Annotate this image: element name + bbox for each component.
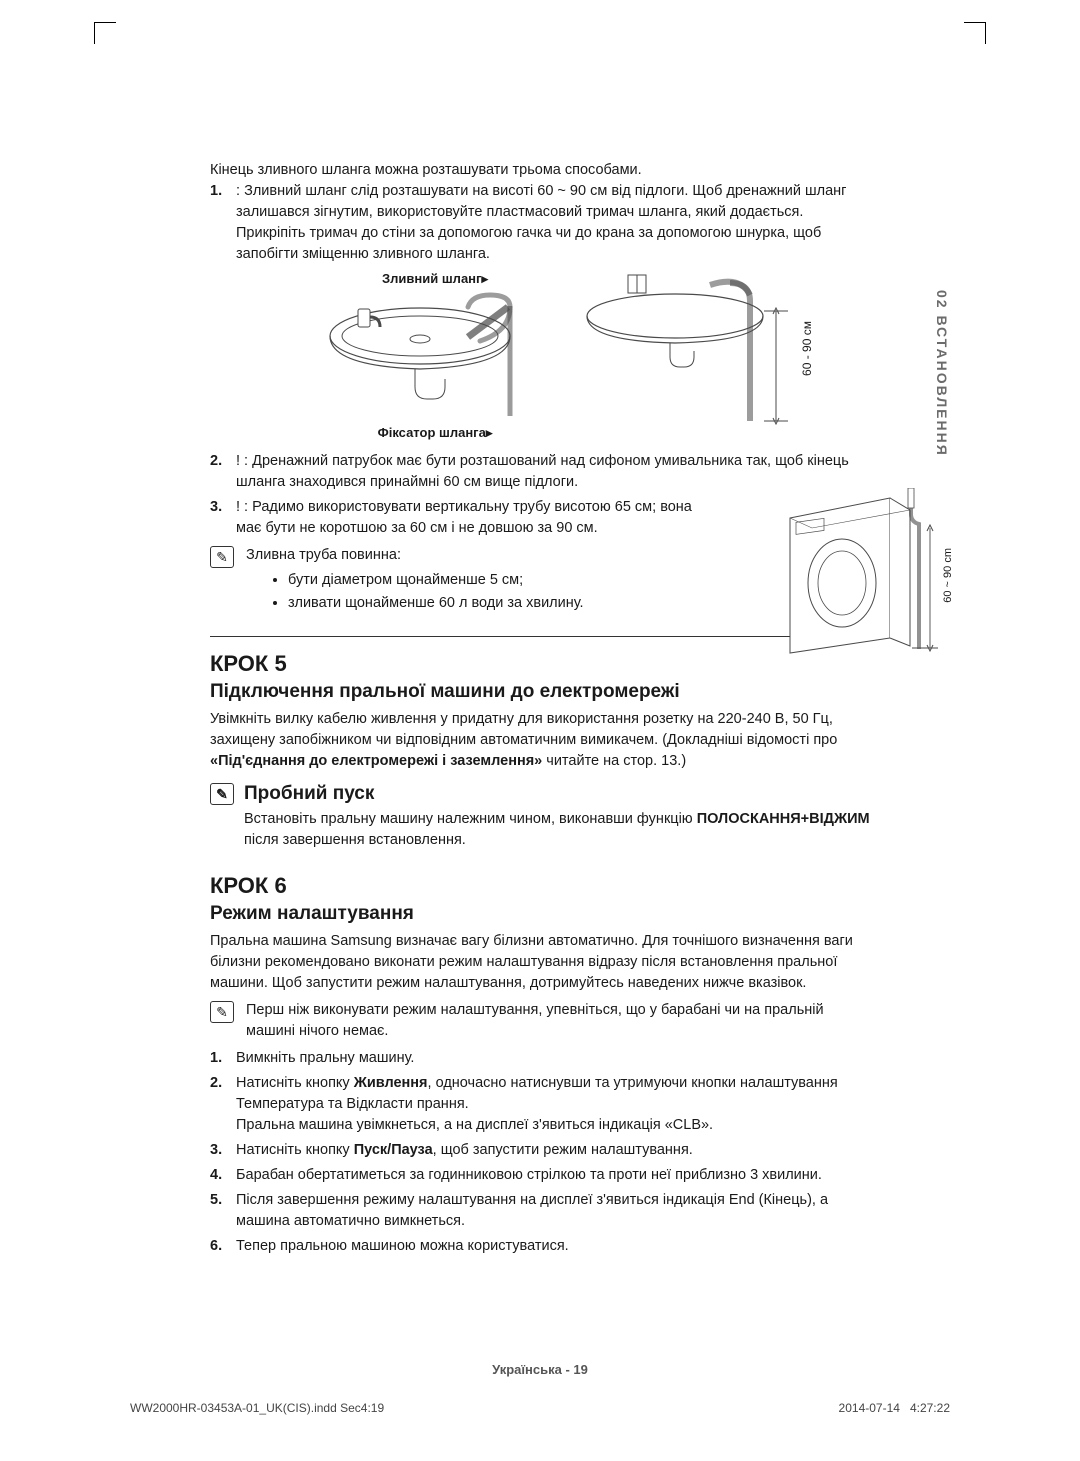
note-lead: Зливна труба повинна: <box>246 545 690 566</box>
text-run: Увімкніть вилку кабелю живлення у придат… <box>210 711 837 748</box>
intro-text: Кінець зливного шланга можна розташувати… <box>210 160 873 181</box>
text-run: Натисніть кнопку <box>236 1142 354 1158</box>
print-date: 2014-07-14 <box>839 1401 900 1415</box>
item-body: ! : Дренажний патрубок має бути розташов… <box>236 451 873 493</box>
figure-label-bottom: Фіксатор шланга <box>378 425 486 440</box>
item-text: Радимо використовувати вертикальну трубу… <box>236 499 692 536</box>
figure-sink-1: Зливний шланг▸ Фіксатор шланга▸ <box>320 271 550 441</box>
arrow-icon: ▸ <box>486 425 493 440</box>
list-item: 1. : Зливний шланг слід розташувати на в… <box>210 181 873 265</box>
item-number: 2. <box>210 451 236 493</box>
text-bold: «Під'єднання до електромережі і заземлен… <box>210 753 542 769</box>
text-bold: ПОЛОСКАННЯ+ВІДЖИМ <box>697 811 870 827</box>
step6-paragraph: Пральна машина Samsung визначає вагу біл… <box>210 931 873 994</box>
list-item: 3.Натисніть кнопку Пуск/Пауза, щоб запус… <box>210 1140 873 1161</box>
item-body: : Зливний шланг слід розташувати на висо… <box>236 181 873 265</box>
page-footer: Українська - 19 <box>0 1362 1080 1377</box>
item-number: 3. <box>210 497 236 539</box>
print-filename: WW2000HR-03453A-01_UK(CIS).indd Sec4:19 <box>130 1401 384 1415</box>
note-icon: ✎ <box>210 783 234 805</box>
item-body: Натисніть кнопку Живлення, одночасно нат… <box>236 1073 873 1136</box>
list-item: 2.Натисніть кнопку Живлення, одночасно н… <box>210 1073 873 1136</box>
crop-mark-tl <box>94 22 116 44</box>
section-tab: 02 ВСТАНОВЛЕННЯ <box>934 290 950 457</box>
item-number: 3. <box>210 1140 236 1161</box>
item-text: Дренажний патрубок має бути розташований… <box>236 453 849 490</box>
item-text: Після завершення режиму налаштування на … <box>236 1190 873 1232</box>
item-number: 1. <box>210 181 236 265</box>
step5-subtitle: Підключення пральної машини до електроме… <box>210 681 873 703</box>
note-text: Перш ніж виконувати режим налаштування, … <box>246 1000 873 1042</box>
text-run: Натисніть кнопку <box>236 1075 354 1091</box>
note-icon: ✎ <box>210 546 234 568</box>
dimension-label: 60 ~ 90 cm <box>942 548 954 603</box>
item-lead: ! : <box>236 499 252 515</box>
print-datetime: 2014-07-14 4:27:22 <box>839 1401 950 1415</box>
trial-run-paragraph: Встановіть пральну машину належним чином… <box>210 809 873 851</box>
text-run: читайте на стор. 13.) <box>542 753 686 769</box>
list-item: 1.Вимкніть пральну машину. <box>210 1048 873 1069</box>
heading-text: Пробний пуск <box>244 783 374 805</box>
note-icon: ✎ <box>210 1001 234 1023</box>
print-time: 4:27:22 <box>910 1401 950 1415</box>
washing-machine-diagram-icon <box>770 488 950 658</box>
step6-heading: КРОК 6 <box>210 873 873 899</box>
item-body: Натисніть кнопку Пуск/Пауза, щоб запусти… <box>236 1140 873 1161</box>
text-run: Пральна машина увімкнеться, а на дисплеї… <box>236 1117 713 1133</box>
note-bullet: бути діаметром щонайменше 5 см; <box>288 570 690 591</box>
footer-language: Українська <box>492 1362 562 1377</box>
sink-height-diagram-icon <box>580 271 820 431</box>
sink-diagram-icon <box>320 291 550 421</box>
item-number: 2. <box>210 1073 236 1136</box>
item-text: Барабан обертатиметься за годинниковою с… <box>236 1165 873 1186</box>
print-metadata: WW2000HR-03453A-01_UK(CIS).indd Sec4:19 … <box>130 1401 950 1415</box>
text-bold: Пуск/Пауза <box>354 1142 433 1158</box>
footer-page-number: 19 <box>573 1362 587 1377</box>
item-lead: : <box>236 183 244 199</box>
item-number: 4. <box>210 1165 236 1186</box>
step6-subtitle: Режим налаштування <box>210 903 873 925</box>
item-number: 5. <box>210 1190 236 1232</box>
text-bold: Живлення <box>354 1075 428 1091</box>
figure-label-top: Зливний шланг <box>382 271 481 286</box>
list-item: 6.Тепер пральною машиною можна користува… <box>210 1236 873 1257</box>
trial-run-heading: ✎ Пробний пуск <box>210 782 873 805</box>
item-text: Тепер пральною машиною можна користувати… <box>236 1236 873 1257</box>
item-lead: ! : <box>236 453 252 469</box>
item-text: Вимкніть пральну машину. <box>236 1048 873 1069</box>
note-bullet: зливати щонайменше 60 л води за хвилину. <box>288 593 690 614</box>
list-item: 2. ! : Дренажний патрубок має бути розта… <box>210 451 873 493</box>
figure-washing-machine: 60 ~ 90 cm <box>770 488 950 658</box>
dimension-label: 60 - 90 см <box>800 321 814 376</box>
crop-mark-tr <box>964 22 986 44</box>
figure-sink-2: 60 - 90 см <box>580 271 820 431</box>
step5-paragraph: Увімкніть вилку кабелю живлення у придат… <box>210 709 873 772</box>
text-run: Встановіть пральну машину належним чином… <box>244 811 697 827</box>
list-item: 5.Після завершення режиму налаштування н… <box>210 1190 873 1232</box>
item-number: 6. <box>210 1236 236 1257</box>
text-run: після завершення встановлення. <box>244 832 466 848</box>
arrow-icon: ▸ <box>481 271 488 286</box>
item-text: Зливний шланг слід розташувати на висоті… <box>236 183 846 262</box>
text-run: , щоб запустити режим налаштування. <box>433 1142 693 1158</box>
list-item: 4.Барабан обертатиметься за годинниковою… <box>210 1165 873 1186</box>
item-number: 1. <box>210 1048 236 1069</box>
